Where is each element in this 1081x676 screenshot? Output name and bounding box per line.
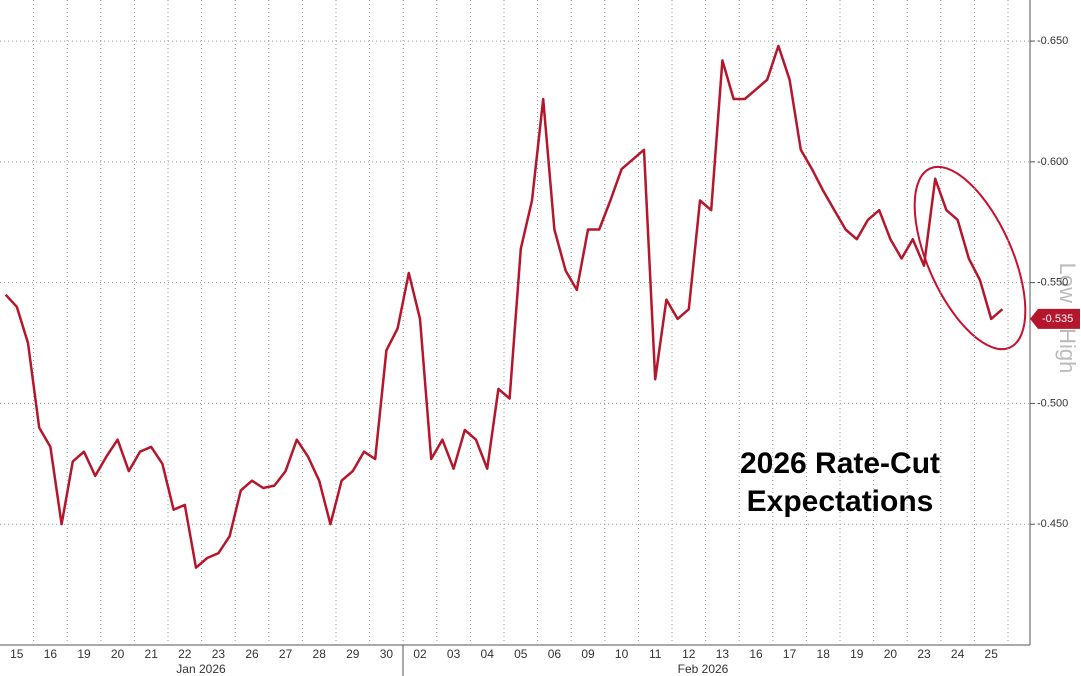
x-tick-label: 23: [212, 647, 226, 661]
annotation-line: Expectations: [747, 485, 934, 518]
x-tick-label: 21: [145, 647, 159, 661]
x-tick-label: 24: [951, 647, 965, 661]
annotation: 2026 Rate-Cut Expectations: [740, 447, 940, 518]
x-tick-label: 02: [413, 647, 427, 661]
y-tick-label: -0.550: [1037, 277, 1068, 289]
line-series: [4, 44, 1004, 569]
x-tick-label: 18: [817, 647, 831, 661]
x-tick-label: 19: [77, 647, 91, 661]
x-tick-label: 05: [514, 647, 528, 661]
x-tick-label: 13: [716, 647, 730, 661]
last-value-tag: [1030, 308, 1080, 329]
x-tick-label: 25: [985, 647, 999, 661]
x-tick-label: 28: [313, 647, 327, 661]
y-tick-label: -0.450: [1037, 518, 1068, 530]
x-tick-label: 20: [884, 647, 898, 661]
x-tick-label: 23: [917, 647, 931, 661]
y-tick-label: -0.650: [1037, 35, 1068, 47]
x-tick-label: 16: [749, 647, 763, 661]
x-tick-label: 12: [682, 647, 696, 661]
x-tick-label: 30: [380, 647, 394, 661]
x-tick-label: 19: [850, 647, 864, 661]
x-tick-label: 16: [44, 647, 58, 661]
x-tick-label: 15: [10, 647, 24, 661]
annotation-line: 2026 Rate-Cut: [740, 447, 940, 480]
x-tick-label: 03: [447, 647, 461, 661]
y-tick-label: -0.600: [1037, 156, 1068, 168]
x-tick-label: 09: [581, 647, 595, 661]
last-value-label: -0.535: [1042, 313, 1073, 325]
x-tick-label: 17: [783, 647, 797, 661]
x-tick-label: 22: [178, 647, 192, 661]
x-tick-label: 27: [279, 647, 293, 661]
x-tick-label: 10: [615, 647, 629, 661]
x-tick-label: 04: [481, 647, 495, 661]
x-tick-label: 11: [649, 647, 662, 661]
month-label: Feb 2026: [678, 662, 729, 676]
month-label: Jan 2026: [176, 662, 226, 676]
y-tick-label: -0.500: [1037, 397, 1068, 409]
x-tick-label: 26: [245, 647, 259, 661]
x-tick-label: 20: [111, 647, 125, 661]
x-tick-label: 06: [548, 647, 562, 661]
x-tick-label: 29: [346, 647, 360, 661]
